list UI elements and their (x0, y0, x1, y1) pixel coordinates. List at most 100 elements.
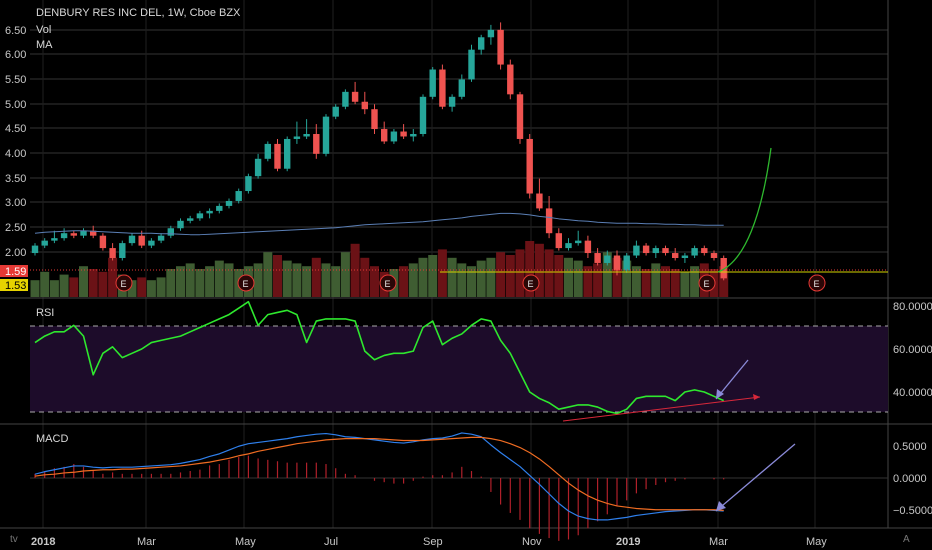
volume-bar (321, 263, 331, 297)
candle-body (497, 29, 504, 65)
volume-bar (185, 263, 195, 297)
tv-logo-icon[interactable]: tv (10, 534, 18, 545)
candle-body (613, 255, 621, 271)
candle-body (80, 230, 87, 236)
macd-line (34, 432, 724, 521)
volume-bar (583, 266, 593, 297)
candle-body (148, 240, 155, 246)
candle-body (623, 255, 630, 271)
volume-bar (88, 269, 98, 297)
time-tick-label: Mar (137, 536, 156, 548)
volume-bar (146, 280, 156, 297)
indicator-lines (30, 212, 888, 541)
volume-bar (534, 243, 544, 297)
volume-bar (273, 255, 282, 297)
candle-body (633, 245, 640, 256)
candle-body (584, 240, 592, 254)
volume-bar (166, 269, 176, 297)
price-tick-label: 2.00 (5, 247, 26, 259)
price-tick-label: 4.50 (5, 123, 26, 135)
volume-bar (214, 260, 224, 297)
volume-bar (127, 280, 137, 297)
volume-bar (719, 266, 729, 297)
candle-body (216, 205, 223, 211)
ma-label: MA (36, 39, 53, 51)
volume-bar (418, 257, 428, 297)
macd-tick-label: 0.0000 (893, 473, 927, 485)
candle-body (313, 134, 320, 154)
vol-label: Vol (36, 24, 51, 36)
time-tick-label: Jul (324, 536, 338, 548)
volume-bar (457, 263, 467, 297)
candle-body (468, 49, 475, 80)
candle-body (187, 218, 194, 221)
earnings-marker-label: E (704, 279, 710, 289)
candle-body (487, 29, 495, 38)
candle-body (138, 235, 145, 246)
candle-body (555, 233, 562, 249)
macd-label: MACD (36, 433, 68, 445)
earnings-marker (115, 274, 133, 292)
price-tick-label: 5.50 (5, 74, 26, 86)
price-tick-label: 6.50 (5, 25, 26, 37)
candle-body (507, 64, 514, 95)
candle-body (604, 255, 611, 263)
rsi-trendline-arrowhead (753, 394, 760, 400)
candle-body (681, 255, 689, 258)
candle-body (41, 240, 48, 246)
price-badge-red-text: 1.59 (5, 266, 26, 278)
volume-bar (641, 269, 651, 297)
time-tick-label: 2019 (616, 536, 640, 548)
volume-bar (544, 249, 554, 297)
candle-body (419, 96, 427, 134)
candle-body (720, 258, 727, 279)
candle-body (351, 91, 359, 102)
auto-scale-button[interactable]: A (903, 534, 910, 545)
macd-tick-label: −0.5000 (893, 505, 932, 517)
volume-bar (69, 277, 79, 297)
earnings-marker-label: E (528, 279, 534, 289)
rsi-band (30, 326, 888, 412)
volume-bar (253, 263, 263, 297)
candle-body (284, 138, 291, 169)
macd-arrowhead (716, 501, 726, 511)
volume-bar (602, 252, 612, 297)
candle-body (361, 101, 368, 110)
candle-body (448, 96, 456, 107)
time-tick-label: Nov (522, 536, 542, 548)
volume-bar (408, 263, 418, 297)
volume-bar (399, 266, 409, 297)
volume-bar (631, 266, 641, 297)
time-tick-label: May (235, 536, 256, 548)
volume-bar (98, 271, 108, 297)
volume-bar (156, 277, 166, 297)
volume-bar (40, 271, 50, 297)
volume-bar (622, 260, 632, 297)
volume-bar (49, 280, 59, 297)
price-tick-label: 3.00 (5, 197, 26, 209)
candle-body (196, 213, 204, 219)
candle-body (332, 106, 339, 117)
volume-bar (447, 257, 457, 297)
volume-bar (651, 263, 661, 297)
volume-bar (564, 257, 573, 297)
candle-body (157, 235, 165, 241)
earnings-marker (522, 274, 540, 292)
volume-bar (263, 252, 273, 297)
price-tick-label: 4.00 (5, 148, 26, 160)
candle-body (177, 220, 184, 229)
volume-bar (612, 257, 622, 297)
rsi-arrowhead (716, 389, 724, 399)
volume-bar (573, 260, 583, 297)
candle-body (545, 208, 553, 234)
candle-body (662, 248, 669, 254)
earnings-marker-label: E (121, 279, 127, 289)
candle-body (51, 238, 58, 241)
candle-body (439, 69, 446, 107)
earnings-marker-label: E (385, 279, 391, 289)
volume-bar (437, 249, 447, 297)
volume-bar (661, 266, 670, 297)
candle-body (642, 245, 650, 254)
